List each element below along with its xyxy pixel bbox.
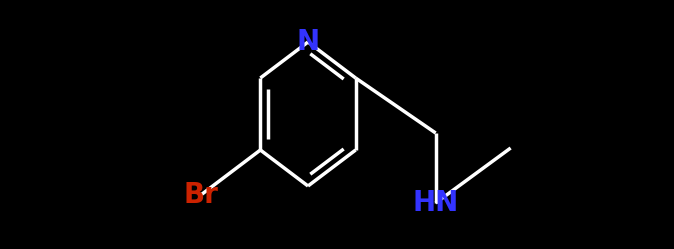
Text: N: N [297,28,319,56]
Text: HN: HN [412,189,459,217]
Text: Br: Br [183,181,218,209]
